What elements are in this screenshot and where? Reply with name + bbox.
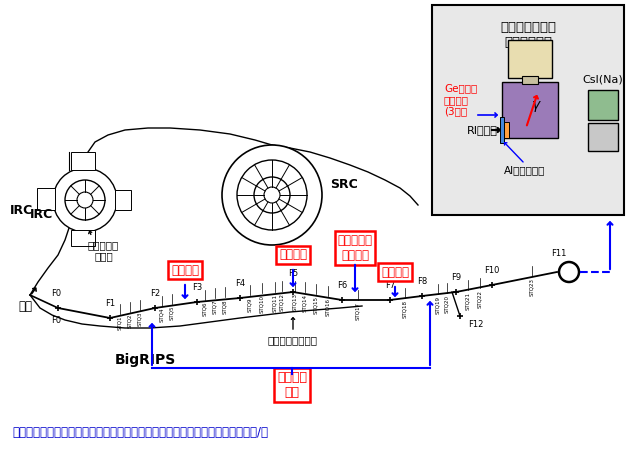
Bar bbox=[588, 123, 618, 151]
Circle shape bbox=[264, 187, 280, 203]
Text: STQ5: STQ5 bbox=[169, 306, 175, 321]
Text: F5: F5 bbox=[288, 269, 298, 278]
Text: STQ12: STQ12 bbox=[280, 293, 285, 311]
Text: F2: F2 bbox=[150, 289, 160, 298]
Bar bbox=[71, 230, 95, 246]
Text: 標的: 標的 bbox=[18, 300, 32, 313]
Text: STQ23: STQ23 bbox=[529, 278, 534, 296]
Text: 軌道測定: 軌道測定 bbox=[171, 264, 199, 277]
Text: F8: F8 bbox=[417, 277, 427, 286]
Text: STQ14: STQ14 bbox=[302, 294, 307, 312]
Text: 軌道測定: 軌道測定 bbox=[381, 265, 409, 278]
Text: F3: F3 bbox=[192, 283, 202, 292]
Bar bbox=[37, 188, 55, 210]
Circle shape bbox=[65, 180, 105, 220]
Text: F12: F12 bbox=[468, 320, 483, 329]
Bar bbox=[588, 90, 618, 120]
Text: STQ22: STQ22 bbox=[478, 290, 483, 308]
Bar bbox=[502, 122, 509, 138]
Text: STQ20: STQ20 bbox=[445, 295, 449, 313]
Text: STQ6: STQ6 bbox=[202, 302, 207, 317]
Text: STQ7: STQ7 bbox=[212, 300, 217, 314]
Text: エネルギー
減衰板: エネルギー 減衰板 bbox=[88, 240, 119, 262]
Text: Alストッパー: Alストッパー bbox=[504, 165, 546, 175]
Text: STQ11: STQ11 bbox=[273, 294, 277, 312]
Text: STQ17: STQ17 bbox=[355, 302, 360, 320]
Text: RIビーム: RIビーム bbox=[467, 125, 498, 135]
Text: 軌道測定: 軌道測定 bbox=[279, 248, 307, 261]
Text: F4: F4 bbox=[235, 279, 245, 288]
Text: STQ13: STQ13 bbox=[292, 293, 297, 311]
Text: STQ1: STQ1 bbox=[118, 316, 122, 330]
Circle shape bbox=[559, 262, 579, 282]
Bar bbox=[522, 76, 538, 84]
Text: STQ10: STQ10 bbox=[260, 295, 265, 313]
Text: BigRIPS: BigRIPS bbox=[115, 353, 176, 367]
Text: STQ19: STQ19 bbox=[435, 296, 440, 314]
Text: F11: F11 bbox=[551, 249, 567, 258]
Text: F10: F10 bbox=[484, 266, 500, 275]
Text: F9: F9 bbox=[451, 273, 461, 282]
Text: 核異性体測定用
セットアップ: 核異性体測定用 セットアップ bbox=[500, 21, 556, 49]
Bar bbox=[502, 82, 558, 138]
Text: 飛行時間
測定: 飛行時間 測定 bbox=[277, 371, 307, 399]
Text: F0: F0 bbox=[51, 316, 61, 325]
Text: エネルギー減衰板: エネルギー減衰板 bbox=[268, 335, 318, 345]
Text: STQ8: STQ8 bbox=[222, 299, 227, 313]
Text: CsI(Na): CsI(Na) bbox=[583, 75, 623, 85]
Text: STQ4: STQ4 bbox=[159, 308, 164, 322]
Text: F6: F6 bbox=[337, 281, 347, 290]
Text: STQ16: STQ16 bbox=[326, 298, 331, 316]
Text: STQ21: STQ21 bbox=[466, 292, 471, 310]
Text: Geガンマ
線検出器
(3台）: Geガンマ 線検出器 (3台） bbox=[444, 84, 478, 117]
Text: IRC: IRC bbox=[9, 203, 33, 216]
Text: エネルギー
ロス測定: エネルギー ロス測定 bbox=[338, 234, 372, 262]
Text: F0: F0 bbox=[51, 289, 61, 298]
Text: STQ2: STQ2 bbox=[127, 314, 132, 329]
Bar bbox=[115, 190, 131, 210]
Circle shape bbox=[222, 145, 322, 245]
Bar bbox=[432, 5, 624, 215]
Text: F7: F7 bbox=[385, 281, 395, 290]
Bar bbox=[508, 40, 552, 78]
Text: 粒子識別法：飛行時間＋エネルギーロス＋磁気剛性（軌道測定）ー＞　Ｚ、Ａ/Ｑ: 粒子識別法：飛行時間＋エネルギーロス＋磁気剛性（軌道測定）ー＞ Ｚ、Ａ/Ｑ bbox=[12, 426, 268, 439]
Circle shape bbox=[77, 192, 93, 208]
Text: STQ3: STQ3 bbox=[137, 312, 142, 326]
Circle shape bbox=[53, 168, 117, 232]
Text: SRC: SRC bbox=[330, 179, 358, 192]
Text: IRC: IRC bbox=[30, 208, 54, 221]
Text: F1: F1 bbox=[105, 299, 115, 308]
Circle shape bbox=[254, 177, 290, 213]
Bar bbox=[500, 117, 504, 143]
Text: STQ9: STQ9 bbox=[248, 297, 253, 312]
Text: γ: γ bbox=[532, 98, 540, 112]
Circle shape bbox=[237, 160, 307, 230]
Text: STQ15: STQ15 bbox=[314, 296, 319, 314]
Bar bbox=[71, 152, 95, 170]
Text: STQ18: STQ18 bbox=[403, 300, 408, 318]
